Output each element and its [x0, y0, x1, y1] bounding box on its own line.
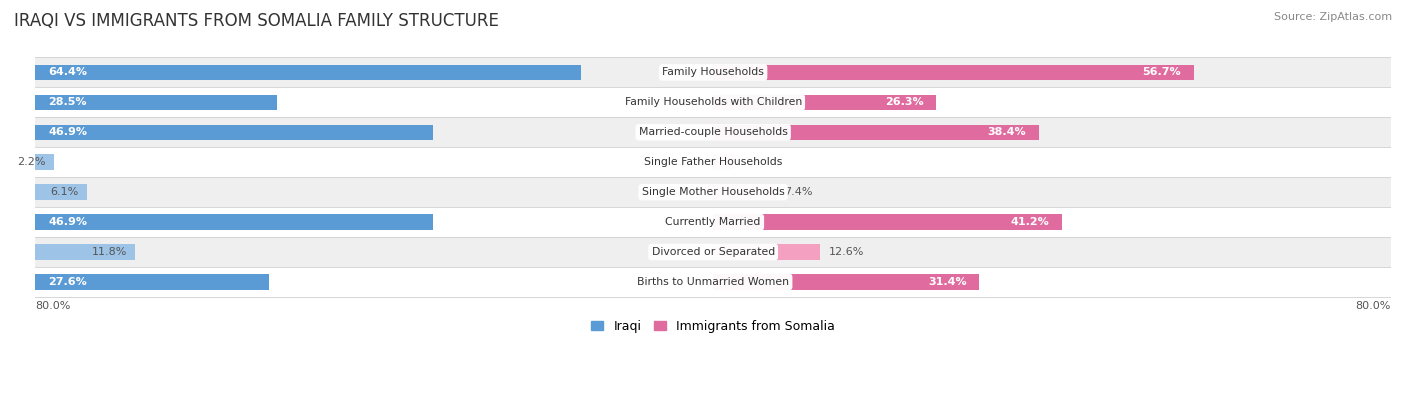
Bar — [35, 65, 581, 80]
Bar — [35, 124, 433, 140]
Text: Family Households with Children: Family Households with Children — [624, 98, 801, 107]
Bar — [713, 154, 734, 170]
Bar — [35, 237, 1391, 267]
Text: 80.0%: 80.0% — [35, 301, 70, 310]
Text: Births to Unmarried Women: Births to Unmarried Women — [637, 277, 789, 287]
Text: 2.2%: 2.2% — [17, 157, 45, 167]
Bar — [35, 214, 433, 230]
Bar — [713, 94, 936, 110]
Bar — [713, 65, 1194, 80]
Bar — [35, 154, 53, 170]
Text: Single Father Households: Single Father Households — [644, 157, 782, 167]
Text: 28.5%: 28.5% — [48, 98, 87, 107]
Bar — [35, 207, 1391, 237]
Bar — [35, 274, 269, 290]
Text: Family Households: Family Households — [662, 68, 763, 77]
Text: 6.1%: 6.1% — [51, 187, 79, 197]
Bar — [713, 214, 1063, 230]
Text: Single Mother Households: Single Mother Households — [641, 187, 785, 197]
Bar — [713, 184, 776, 200]
Bar — [35, 244, 135, 260]
Text: 31.4%: 31.4% — [928, 277, 966, 287]
Text: 41.2%: 41.2% — [1011, 217, 1049, 227]
Bar — [35, 94, 277, 110]
Text: Currently Married: Currently Married — [665, 217, 761, 227]
Text: Divorced or Separated: Divorced or Separated — [651, 247, 775, 257]
Bar — [713, 124, 1039, 140]
Bar — [35, 58, 1391, 87]
Text: IRAQI VS IMMIGRANTS FROM SOMALIA FAMILY STRUCTURE: IRAQI VS IMMIGRANTS FROM SOMALIA FAMILY … — [14, 12, 499, 30]
Text: 38.4%: 38.4% — [987, 127, 1026, 137]
Text: 12.6%: 12.6% — [828, 247, 863, 257]
Text: 64.4%: 64.4% — [48, 68, 87, 77]
Text: Married-couple Households: Married-couple Households — [638, 127, 787, 137]
Text: 27.6%: 27.6% — [48, 277, 87, 287]
Bar — [35, 267, 1391, 297]
Text: 46.9%: 46.9% — [48, 217, 87, 227]
Text: 80.0%: 80.0% — [1355, 301, 1391, 310]
Bar — [35, 117, 1391, 147]
Bar — [713, 244, 820, 260]
Text: 7.4%: 7.4% — [785, 187, 813, 197]
Bar — [713, 274, 979, 290]
Text: 56.7%: 56.7% — [1142, 68, 1181, 77]
Bar — [35, 87, 1391, 117]
Text: 26.3%: 26.3% — [884, 98, 924, 107]
Bar — [35, 147, 1391, 177]
Text: 11.8%: 11.8% — [91, 247, 127, 257]
Bar — [35, 177, 1391, 207]
Text: Source: ZipAtlas.com: Source: ZipAtlas.com — [1274, 12, 1392, 22]
Text: 46.9%: 46.9% — [48, 127, 87, 137]
Text: 2.5%: 2.5% — [742, 157, 772, 167]
Legend: Iraqi, Immigrants from Somalia: Iraqi, Immigrants from Somalia — [586, 315, 841, 338]
Bar — [35, 184, 87, 200]
